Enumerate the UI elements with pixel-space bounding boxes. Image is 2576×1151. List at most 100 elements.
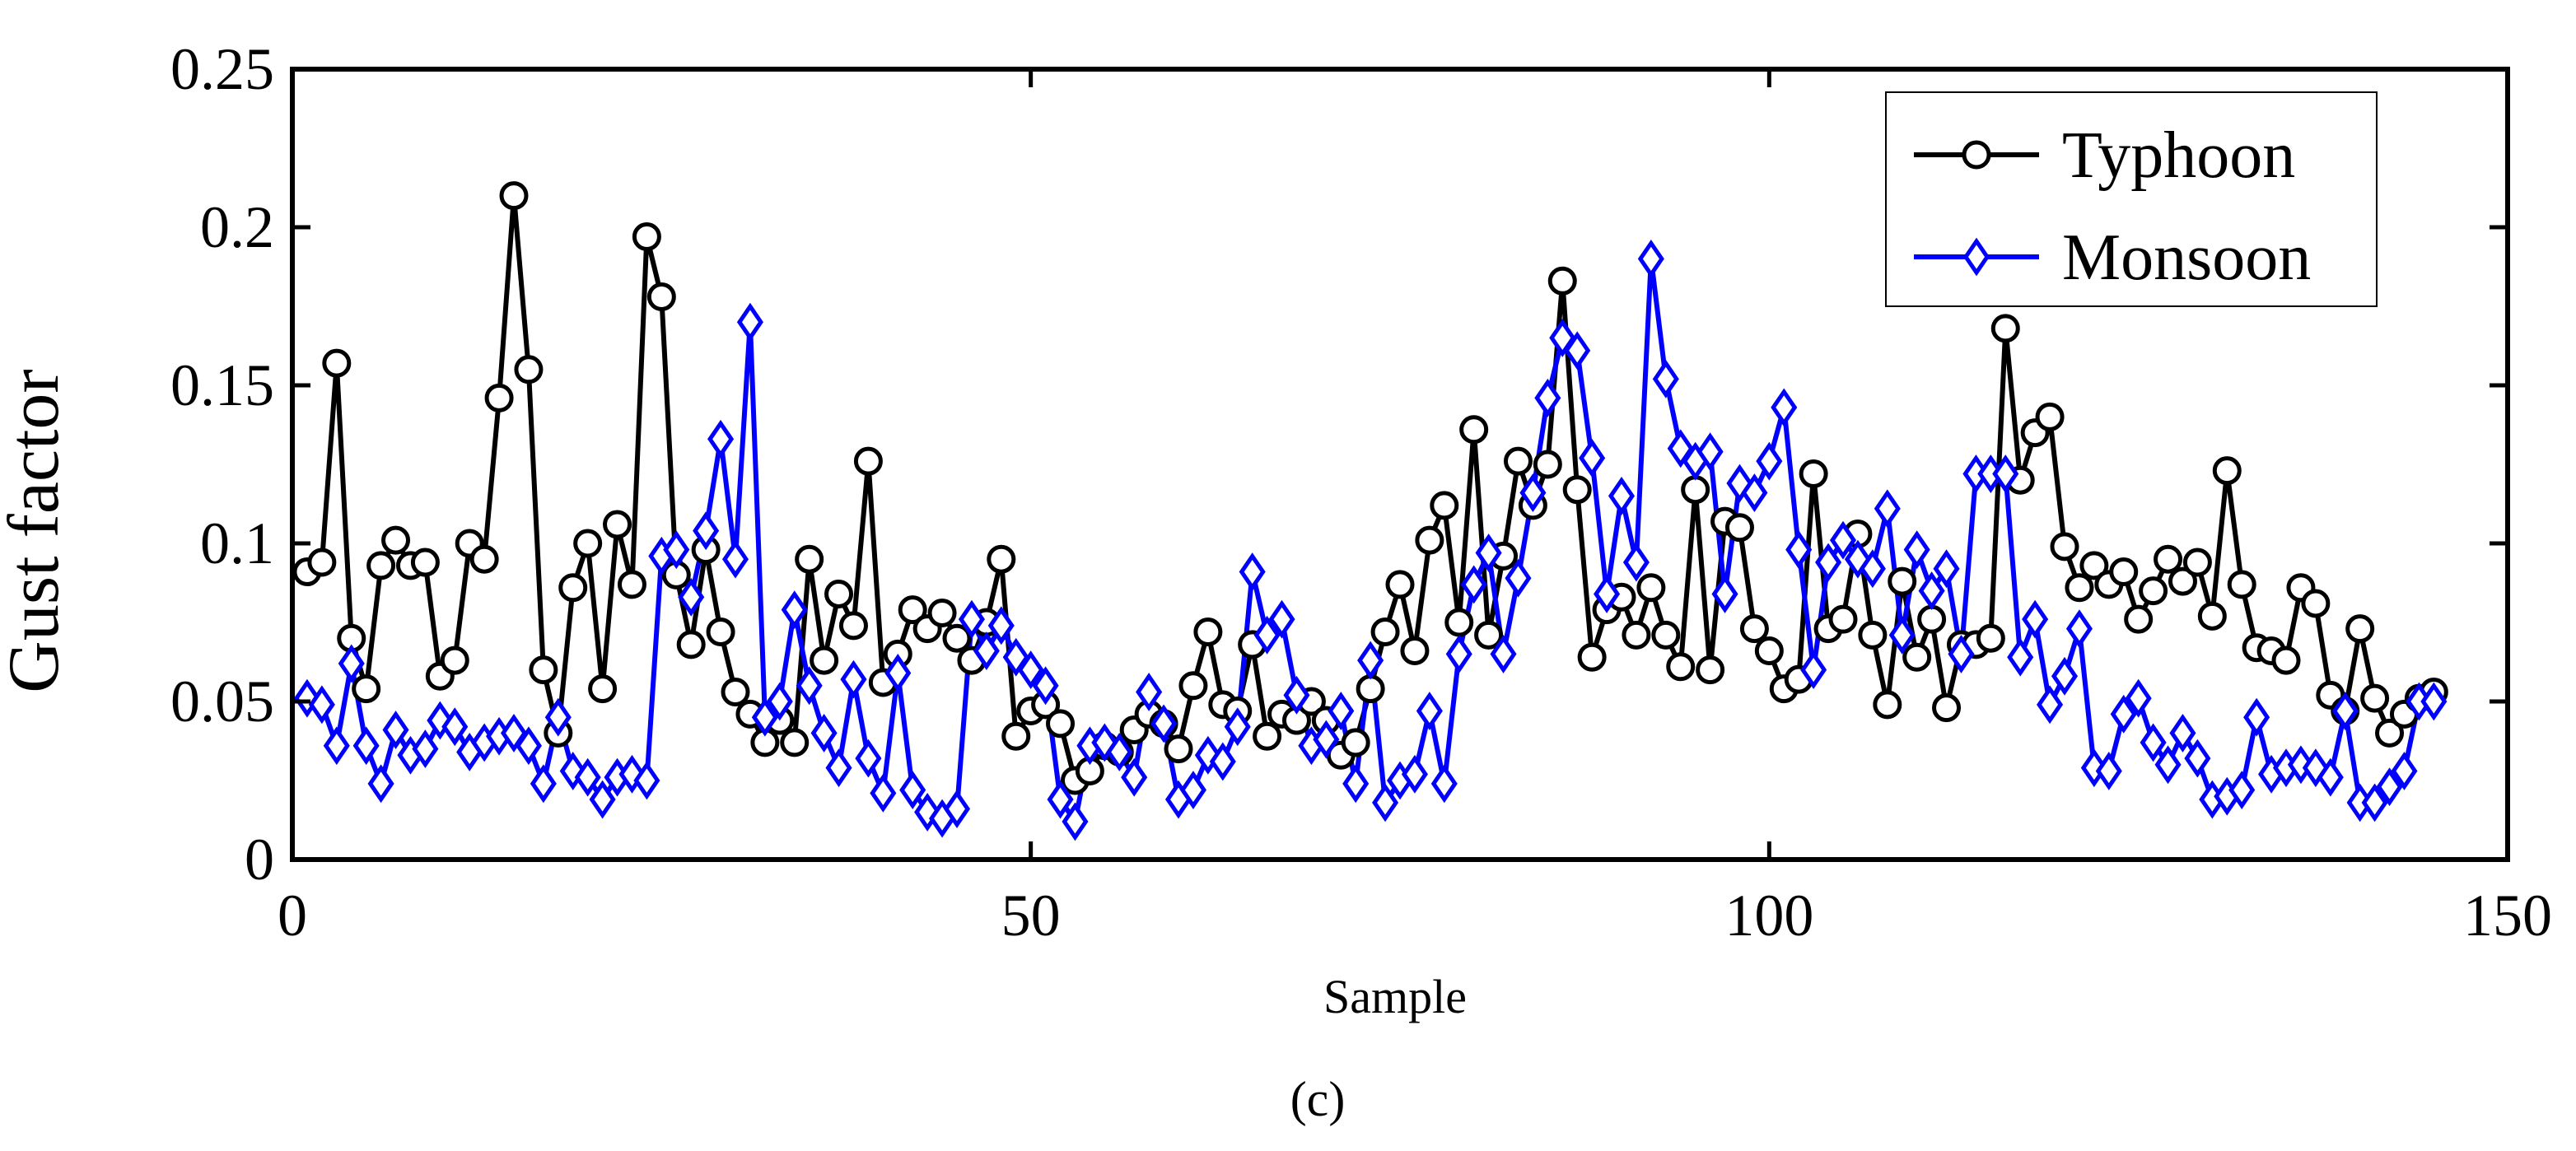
data-point-typhoon [1444,608,1474,637]
data-point-monsoon [2228,771,2256,809]
data-point-typhoon [1193,617,1223,647]
data-point-monsoon [1829,520,1857,560]
data-point-typhoon [2212,456,2242,486]
data-point-monsoon [352,726,380,766]
data-point-monsoon [1622,543,1650,582]
data-point-monsoon [1372,783,1399,822]
data-point-monsoon [1224,707,1251,747]
data-point-monsoon [2022,599,2049,639]
data-point-monsoon [1771,388,1798,427]
data-point-typhoon [1178,671,1208,701]
data-point-monsoon [323,726,350,766]
data-point-typhoon [1976,623,2005,653]
data-point-typhoon [987,544,1016,574]
data-point-typhoon [1666,652,1696,682]
data-point-monsoon [1594,575,1621,613]
data-point-typhoon [2271,645,2301,675]
data-point-typhoon [2050,532,2079,562]
data-point-monsoon [1519,473,1547,512]
legend-label-typhoon: Typhoon [2062,119,2295,192]
data-point-typhoon [558,573,588,603]
data-point-monsoon [1121,757,1148,797]
data-point-monsoon [1756,441,1783,481]
data-point-monsoon [1342,764,1370,804]
x-tick-label: 150 [2463,883,2552,948]
data-point-monsoon [382,711,409,749]
legend-label-monsoon: Monsoon [2062,221,2311,294]
data-point-monsoon [1150,704,1178,743]
data-point-typhoon [469,544,499,574]
data-point-typhoon [1001,721,1031,751]
legend: Typhoon Monsoon [1885,91,2378,307]
data-point-typhoon [1902,642,1932,672]
data-point-monsoon [1209,742,1236,781]
data-point-typhoon [2154,544,2183,574]
data-point-monsoon [2037,685,2064,725]
data-point-monsoon [1032,666,1059,706]
data-point-monsoon [781,590,808,630]
data-point-typhoon [1046,709,1076,739]
data-point-monsoon [1534,378,1561,417]
legend-marker-monsoon [1962,237,1990,277]
data-point-typhoon [1754,636,1784,666]
data-point-typhoon [780,728,810,757]
data-point-monsoon [308,685,335,725]
data-point-monsoon [1416,692,1443,730]
y-axis-label: Gust factor [0,369,74,692]
data-point-monsoon [884,654,912,692]
data-point-typhoon [1164,734,1193,764]
y-tick-label: 0.15 [170,352,274,418]
data-point-monsoon [1490,634,1517,673]
data-point-monsoon [412,729,439,769]
data-point-monsoon [1328,692,1355,730]
data-point-typhoon [2227,570,2256,599]
data-point-monsoon [2110,694,2137,734]
data-point-monsoon [1948,634,1975,673]
data-point-monsoon [2125,678,2152,718]
data-point-monsoon [973,631,1000,670]
data-point-typhoon [1917,604,1947,634]
axes: 0 50 100 150 0 0.05 0.1 0.15 0.2 0.25 [170,36,2552,948]
data-point-typhoon [2375,718,2405,748]
data-point-typhoon [838,611,868,641]
data-point-monsoon [574,757,601,797]
data-point-monsoon [1283,675,1310,715]
data-point-typhoon [1888,566,1917,596]
y-tick-label: 0 [245,827,274,892]
data-point-typhoon [573,529,603,558]
data-point-monsoon [2095,752,2122,790]
data-point-monsoon [1711,575,1738,613]
data-point-monsoon [1047,780,1074,819]
data-point-monsoon [1401,754,1428,794]
data-point-monsoon [1136,673,1163,711]
data-point-typhoon [1932,693,1962,723]
data-point-monsoon [2169,713,2196,753]
data-point-typhoon [1253,721,1282,751]
data-point-monsoon [840,659,867,699]
data-point-monsoon [1785,530,1813,570]
data-point-monsoon [751,697,778,737]
data-point-typhoon [1400,636,1430,666]
data-point-monsoon [2051,656,2079,696]
data-point-monsoon [693,511,720,551]
data-point-typhoon [1696,655,1725,685]
plot-frame [290,67,2510,862]
data-point-monsoon [338,644,365,683]
data-point-monsoon [2154,745,2182,785]
data-point-monsoon [2007,637,2034,677]
data-point-typhoon [1533,450,1562,479]
data-point-typhoon [2360,683,2390,713]
data-point-monsoon [1017,650,1044,690]
data-point-typhoon [603,510,632,539]
data-point-typhoon [1873,690,1902,720]
data-point-typhoon [1828,604,1858,634]
data-point-monsoon [958,599,985,639]
data-point-typhoon [1341,728,1370,757]
data-point-typhoon [1385,570,1415,599]
data-point-typhoon [1724,513,1754,543]
data-point-typhoon [322,348,352,378]
data-point-monsoon [899,771,926,809]
data-point-typhoon [898,595,927,625]
data-point-monsoon [544,697,572,737]
